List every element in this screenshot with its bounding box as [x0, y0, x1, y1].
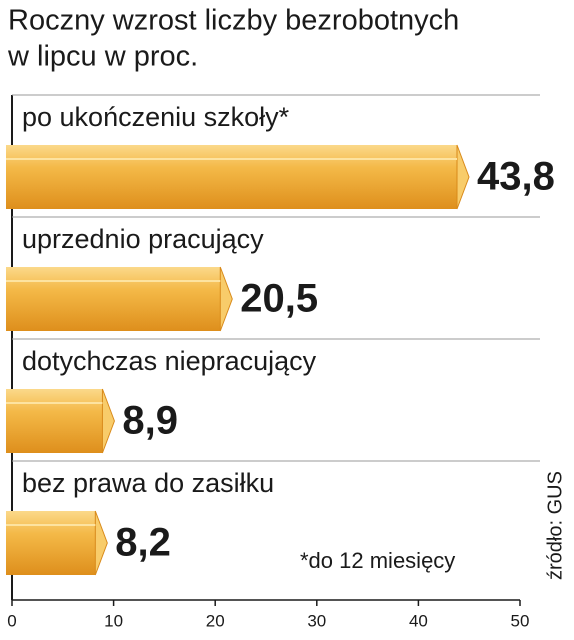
category-label: bez prawa do zasiłku	[22, 468, 274, 498]
x-tick-label: 20	[206, 611, 225, 630]
bar	[6, 145, 458, 209]
category-label: uprzednio pracujący	[22, 224, 264, 254]
value-label: 8,9	[122, 399, 178, 443]
value-label: 8,2	[115, 521, 171, 565]
bar-cap	[456, 144, 470, 210]
value-label: 43,8	[477, 155, 555, 199]
category-label: po ukończeniu szkoły*	[22, 102, 290, 132]
category-label: dotychczas niepracujący	[22, 346, 317, 376]
bar-cap	[94, 510, 108, 576]
x-tick-label: 10	[104, 611, 123, 630]
x-tick-label: 50	[511, 611, 530, 630]
x-tick-label: 40	[409, 611, 428, 630]
x-tick-label: 0	[7, 611, 16, 630]
bar	[6, 267, 221, 331]
bar-cap	[219, 266, 233, 332]
bar	[6, 389, 103, 453]
chart-title: w lipcu w proc.	[7, 41, 198, 73]
note: *do 12 miesięcy	[300, 548, 455, 573]
bar-cap	[101, 388, 115, 454]
chart-title: Roczny wzrost liczby bezrobotnych	[8, 5, 459, 37]
source: źródło: GUS	[544, 471, 566, 580]
x-tick-label: 30	[307, 611, 326, 630]
value-label: 20,5	[240, 277, 318, 321]
bar	[6, 511, 96, 575]
